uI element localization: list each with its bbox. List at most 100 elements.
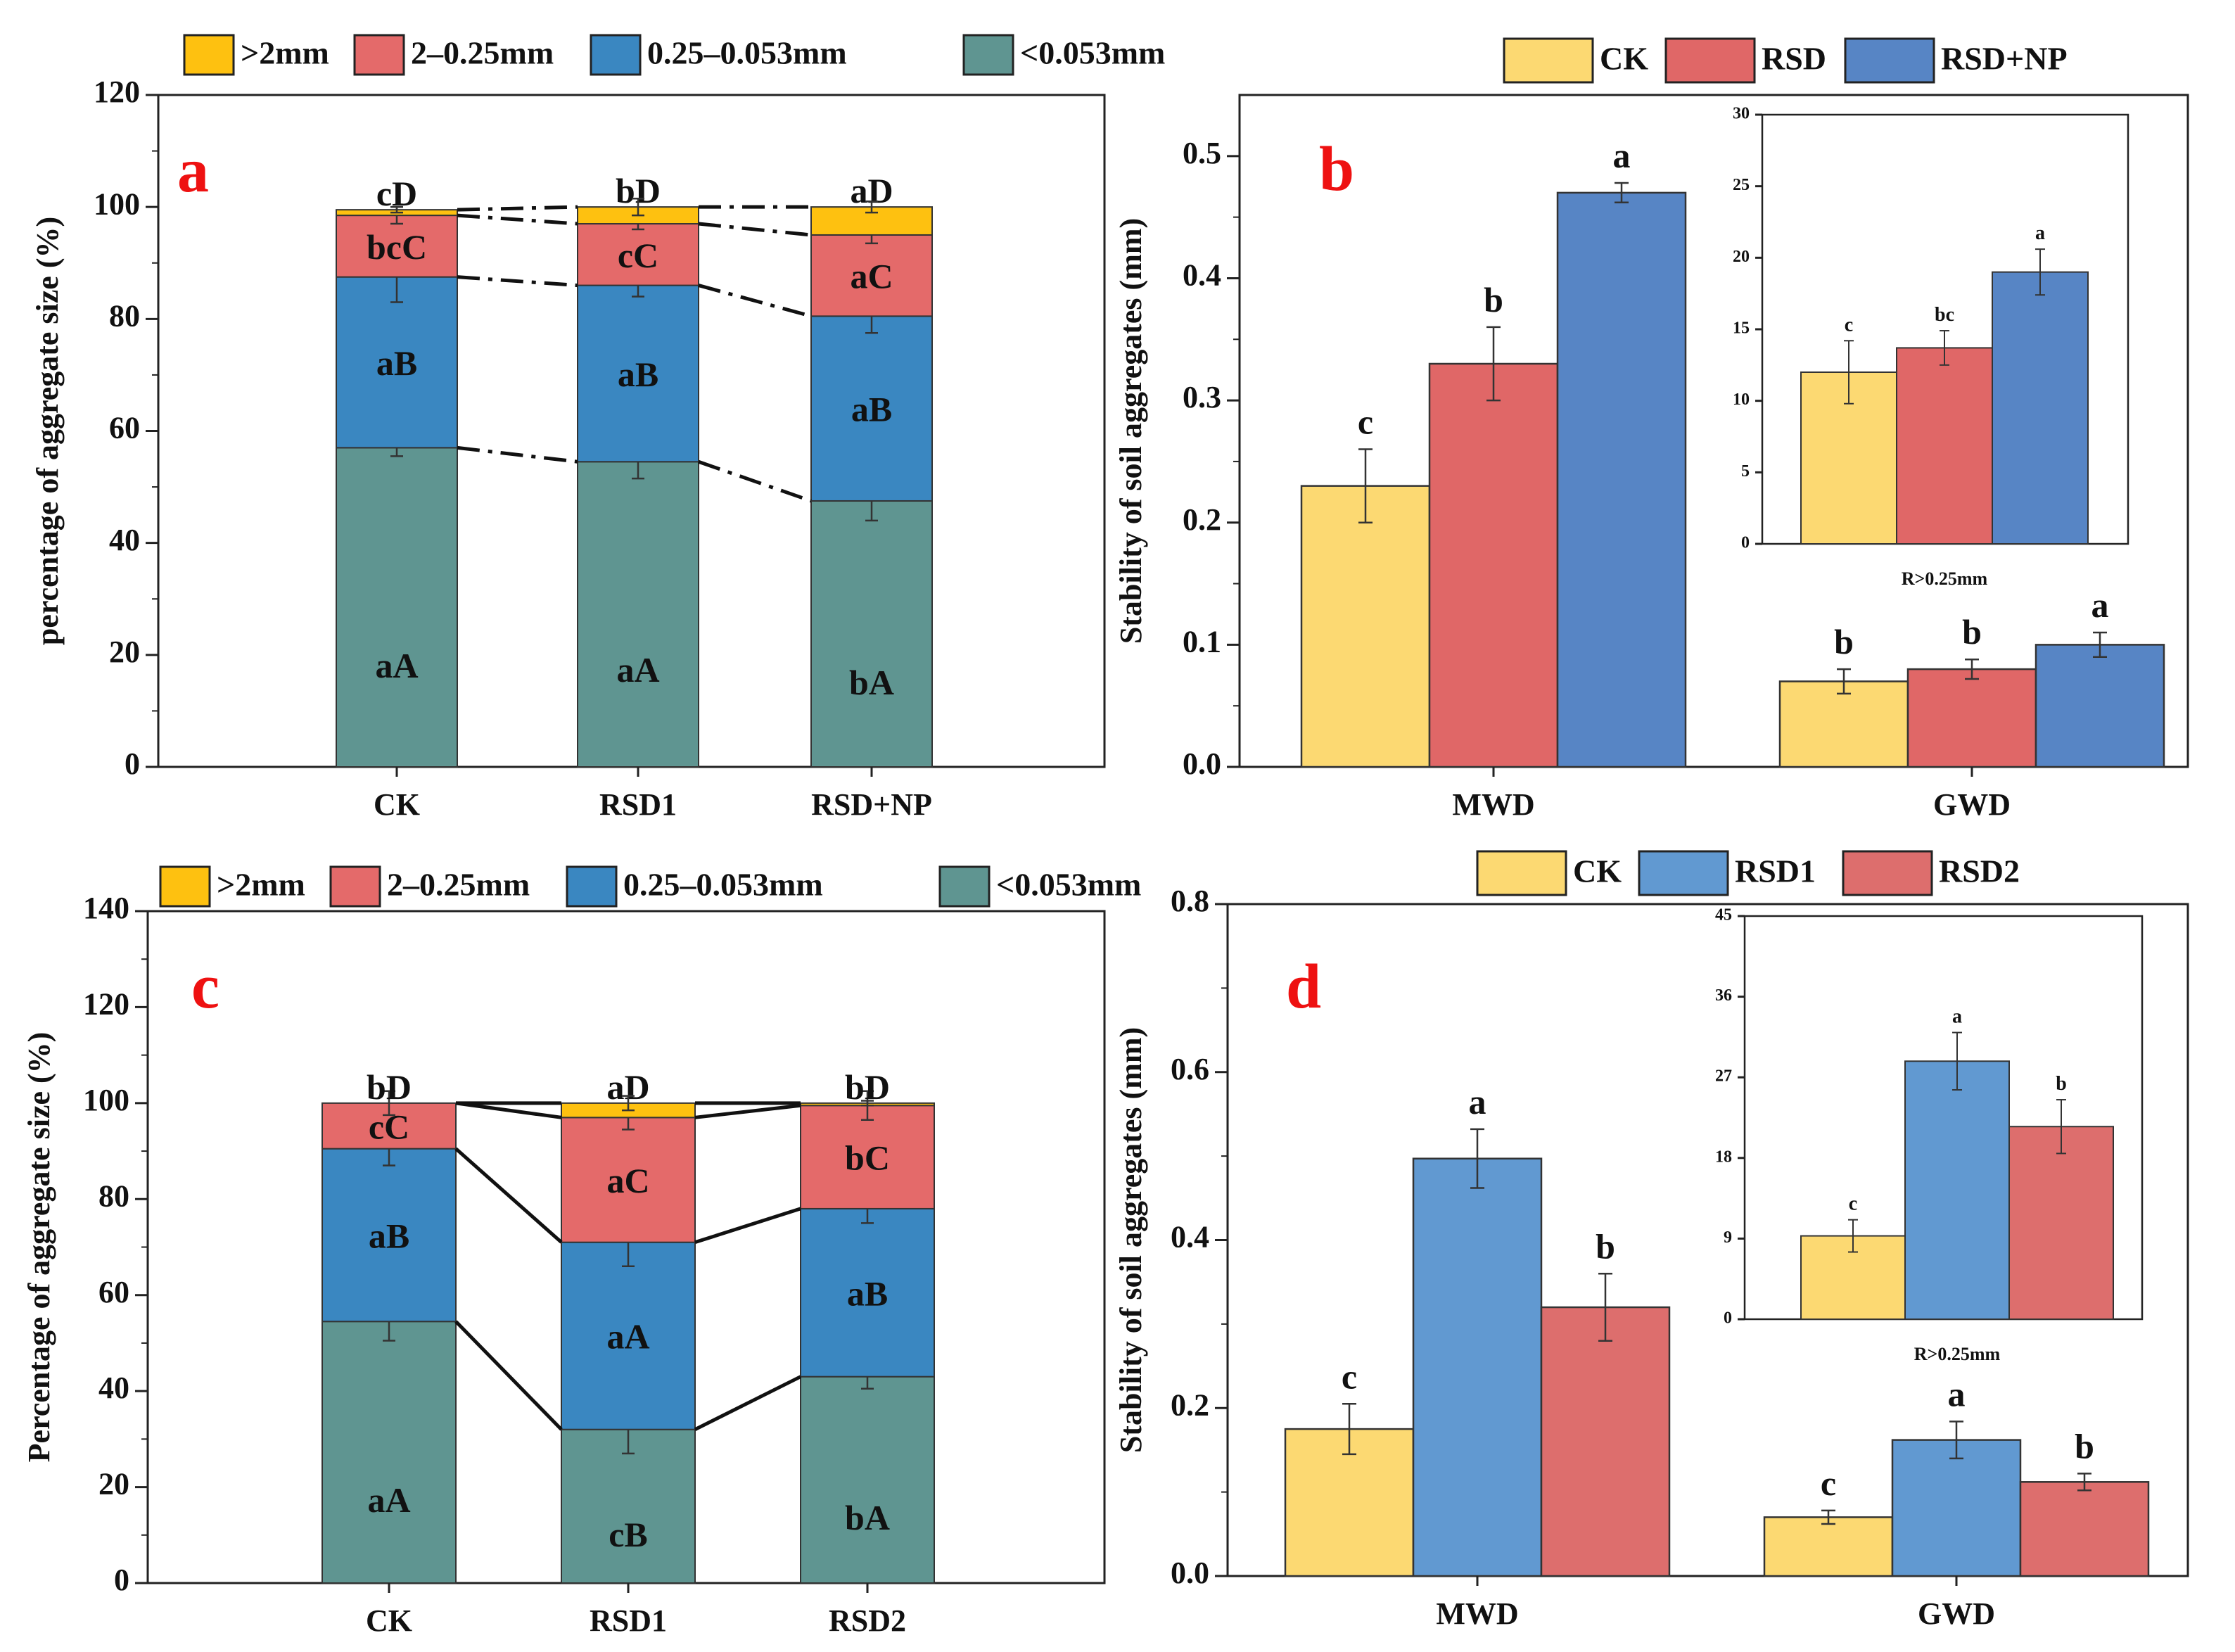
panel-b-ytick-label: 0.2 (1183, 502, 1221, 537)
panel-d-legend-label: RSD1 (1735, 853, 1816, 889)
panel-a-legend-swatch (962, 34, 1014, 76)
panel-d-xtick-label: GWD (1918, 1596, 1995, 1631)
panel-b-ytick-label: 0.1 (1183, 624, 1221, 659)
panel-c-legend-label: <0.053mm (996, 867, 1141, 903)
panel-c-bar-segment (800, 1207, 935, 1378)
panel-c-connector-line (455, 1101, 562, 1119)
panel-a-ytick-label: 120 (94, 75, 140, 109)
panel-c-segment-label: cB (609, 1515, 648, 1554)
panel-c-bar-segment (800, 1375, 935, 1584)
panel-c-xtick-label: CK (366, 1603, 412, 1638)
panel-a-xtick-label: RSD1 (599, 787, 677, 822)
panel-b-legend-label: CK (1600, 41, 1648, 77)
panel-d-xtick-label: MWD (1436, 1596, 1518, 1631)
panel-a-legend-swatch (590, 34, 642, 76)
panel-a-segment-label: aB (851, 390, 892, 429)
panel-a-bar-segment (336, 447, 458, 768)
panel-a-legend-label: >2mm (241, 35, 329, 71)
panel-c-xtick-label: RSD1 (590, 1603, 667, 1638)
panel-c-connector-line (694, 1207, 801, 1245)
panel-c-ytick-label: 80 (98, 1178, 129, 1213)
panel-a-ytick-label: 60 (109, 411, 140, 445)
panel-b-inset-bar (1992, 271, 2089, 545)
panel-c-bar-segment (321, 1148, 457, 1323)
panel-b-bar (2035, 644, 2165, 768)
panel-b-inset-ytick-label: 15 (1733, 319, 1750, 338)
panel-a-connector-line (457, 275, 578, 288)
panel-b-legend-swatch (1844, 37, 1935, 84)
panel-d-legend-label: RSD2 (1939, 853, 2020, 889)
panel-b-bar (1906, 668, 2037, 768)
panel-a-label: a (177, 136, 209, 205)
panel-d-sig-label: a (1948, 1374, 1966, 1413)
panel-b-sig-label: b (1962, 612, 1982, 652)
panel-a-legend-label: <0.053mm (1020, 35, 1165, 71)
panel-b-bar (1428, 362, 1559, 768)
panel-b-inset-ytick-label: 5 (1741, 462, 1750, 481)
panel-b-bar (1300, 485, 1431, 768)
panel-c-connector-line (694, 1103, 801, 1119)
panel-a-legend-swatch (183, 34, 235, 76)
panel-d-inset-sig-label: b (2056, 1073, 2067, 1095)
panel-b-sig-label: c (1358, 402, 1373, 442)
panel-c-ylabel: Percentage of aggregate size (%) (22, 1032, 56, 1463)
panel-a-bar-segment (336, 215, 458, 278)
panel-b-inset-ytick-label: 30 (1733, 105, 1750, 123)
panel-d-bar (1763, 1516, 1894, 1577)
panel-b-xtick-label: MWD (1452, 787, 1534, 822)
panel-d-inset-ytick-label: 36 (1715, 986, 1732, 1005)
panel-d-legend-swatch (1842, 850, 1933, 896)
panel-d-ytick-label: 0.4 (1171, 1220, 1209, 1254)
panel-a-xtick-label: RSD+NP (811, 787, 932, 822)
panel-a-legend-swatch (353, 34, 405, 76)
panel-b-bar (1556, 191, 1687, 768)
panel-d-inset-bar (1904, 1060, 2010, 1321)
panel-d-legend-label: CK (1573, 853, 1622, 889)
panel-a-legend-label: 2–0.25mm (411, 35, 554, 71)
panel-d-sig-label: b (1596, 1226, 1615, 1266)
panel-c-legend-swatch (159, 865, 211, 908)
panel-a-bar-segment (810, 234, 933, 317)
panel-d-bar (1540, 1306, 1671, 1577)
panel-d-sig-label: c (1342, 1356, 1357, 1396)
panel-b-ytick-label: 0.4 (1183, 258, 1221, 293)
panel-d: 0.0 0.2 0.4 0.6 0.8 Stability of soil aggrega… (1114, 850, 2189, 1631)
panel-c-ytick-label: 120 (83, 987, 129, 1022)
panel-b-label: b (1319, 134, 1354, 204)
panel-c-ytick-label: 60 (98, 1275, 129, 1309)
panel-c-bar-segment (561, 1241, 696, 1430)
panel-a-segment-label: cC (618, 236, 658, 275)
panel-c-xtick-label: RSD2 (829, 1603, 906, 1638)
panel-b-sig-label: a (1613, 136, 1631, 175)
panel-d-inset-ytick-label: 27 (1715, 1067, 1732, 1086)
panel-a: 0 20 40 60 80 100 120 percentage of aggregate s… (30, 34, 1165, 822)
panel-a-bar-segment (577, 461, 699, 768)
panel-a-bar-segment (810, 315, 933, 502)
panel-d-legend-swatch (1476, 850, 1567, 896)
panel-c-segment-label: aB (847, 1273, 888, 1313)
panel-a-bar-segment (577, 223, 699, 286)
panel-d-inset-sig-label: c (1849, 1193, 1857, 1215)
panel-c-segment-label: bD (367, 1067, 412, 1107)
panel-c-legend-label: >2mm (217, 867, 305, 903)
panel-c-label: c (191, 952, 219, 1022)
panel-c-connector-line (454, 1320, 563, 1431)
panel-c-segment-label: bA (845, 1498, 890, 1537)
panel-d-sig-label: b (2075, 1426, 2094, 1466)
panel-c-ytick-label: 140 (83, 891, 129, 925)
panel-d-ytick-label: 0.2 (1171, 1387, 1209, 1422)
panel-d-ylabel: Stability of soil aggregates (mm) (1114, 1027, 1148, 1453)
panel-d-ytick-label: 0.0 (1171, 1556, 1209, 1590)
panel-a-connector-line (698, 459, 812, 503)
panel-b-inset-sig-label: bc (1935, 304, 1954, 326)
panel-a-connector-line (698, 284, 812, 318)
panel-d-inset-ytick-label: 45 (1715, 906, 1732, 925)
panel-d-ytick-label: 0.8 (1171, 884, 1209, 918)
panel-d-bar (1412, 1157, 1543, 1577)
panel-c-legend-swatch (329, 865, 381, 908)
panel-b-sig-label: a (2091, 585, 2109, 625)
panel-b-ytick-label: 0.5 (1183, 136, 1221, 170)
panel-b-ytick-label: 0.3 (1183, 380, 1221, 414)
panel-b-legend-swatch (1503, 37, 1594, 84)
panel-a-bar-segment (336, 276, 458, 449)
